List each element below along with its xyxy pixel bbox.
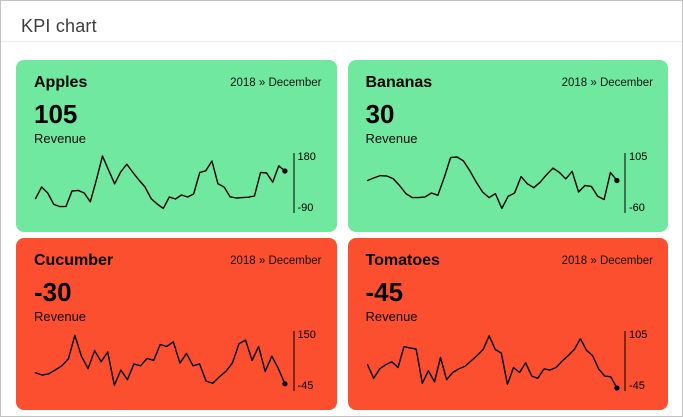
kpi-value: -45 (365, 277, 404, 307)
kpi-value: 30 (365, 99, 395, 129)
kpi-period: 2018 » December (230, 255, 322, 267)
kpi-title: Apples (34, 74, 88, 91)
page-title: KPI chart (21, 16, 97, 36)
sparkline-axis: 105 -45 (624, 329, 656, 392)
sparkline-area: 180 -90 (34, 151, 325, 214)
axis-min-label: -45 (297, 380, 314, 392)
kpi-value: 105 (34, 99, 78, 129)
kpi-card-bananas[interactable]: Bananas 2018 » December 30 Revenue 105 -… (347, 60, 668, 232)
kpi-title: Cucumber (34, 252, 114, 269)
kpi-grid: Apples 2018 » December 105 Revenue 180 -… (16, 60, 668, 410)
axis-min-label: -90 (297, 202, 314, 214)
axis-max-label: 105 (629, 151, 648, 163)
axis-min-label: -45 (629, 380, 645, 392)
kpi-card-tomatoes[interactable]: Tomatoes 2018 » December -45 Revenue 105… (347, 238, 668, 410)
axis-min-label: -60 (629, 202, 645, 214)
sparkline-area: 150 -45 (34, 329, 325, 392)
kpi-value: -30 (34, 277, 72, 307)
kpi-period: 2018 » December (561, 77, 653, 89)
kpi-title: Bananas (365, 74, 433, 91)
kpi-metric-label: Revenue (365, 131, 418, 146)
card-header: Bananas 2018 » December (366, 74, 657, 92)
axis-max-label: 105 (629, 329, 648, 341)
sparkline-axis: 180 -90 (292, 151, 325, 214)
kpi-metric-label: Revenue (34, 309, 87, 324)
sparkline-chart (34, 155, 288, 210)
kpi-metric-label: Revenue (365, 309, 418, 324)
sparkline-chart (34, 334, 288, 387)
kpi-period: 2018 » December (561, 255, 653, 267)
kpi-period: 2018 » December (230, 77, 322, 89)
sparkline-chart (366, 156, 620, 210)
axis-max-label: 150 (297, 329, 316, 341)
sparkline-chart (366, 335, 620, 391)
page-header: KPI chart (1, 1, 682, 42)
sparkline-axis: 150 -45 (292, 329, 325, 392)
kpi-card-apples[interactable]: Apples 2018 » December 105 Revenue 180 -… (16, 60, 337, 232)
sparkline-area: 105 -45 (366, 329, 657, 392)
sparkline-area: 105 -60 (366, 151, 657, 214)
kpi-card-cucumber[interactable]: Cucumber 2018 » December -30 Revenue 150… (16, 238, 337, 410)
sparkline-axis: 105 -60 (624, 151, 656, 214)
card-header: Cucumber 2018 » December (34, 252, 325, 270)
kpi-metric-label: Revenue (34, 131, 87, 146)
axis-max-label: 180 (297, 151, 316, 163)
card-header: Apples 2018 » December (34, 74, 325, 92)
card-header: Tomatoes 2018 » December (366, 252, 657, 270)
kpi-title: Tomatoes (365, 252, 440, 269)
